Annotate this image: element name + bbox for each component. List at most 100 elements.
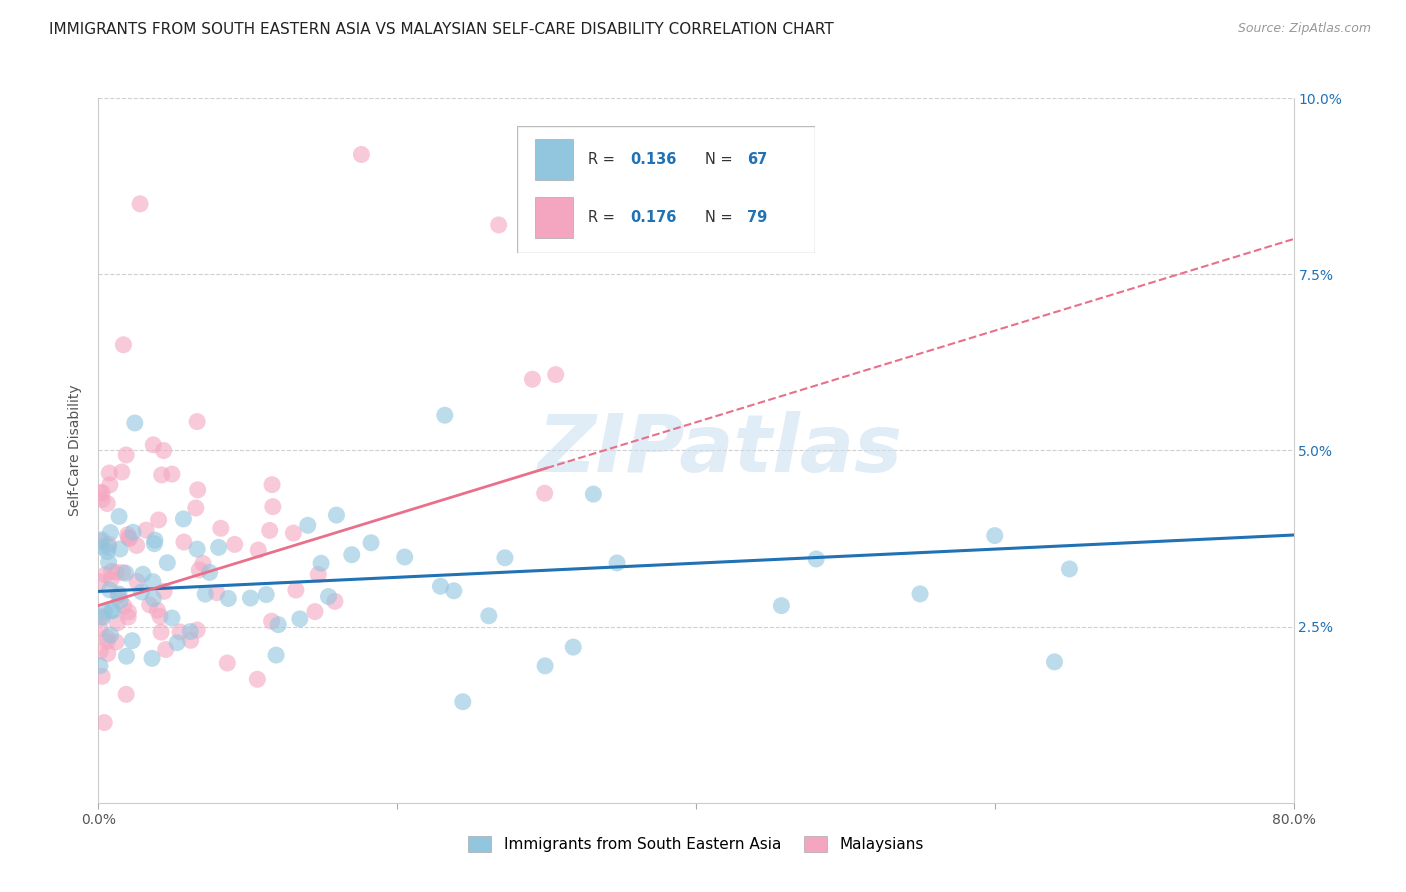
Point — [209, 521, 232, 535]
Point — [1043, 655, 1066, 669]
Point — [259, 524, 281, 538]
Point — [118, 532, 141, 546]
Point — [908, 587, 931, 601]
Point — [264, 648, 287, 662]
Point — [117, 605, 139, 619]
Point — [107, 588, 129, 602]
Point — [152, 443, 174, 458]
Point — [207, 541, 229, 555]
Point — [125, 574, 148, 589]
Point — [188, 563, 211, 577]
Point — [488, 218, 510, 232]
Point — [89, 644, 111, 658]
Point — [100, 628, 122, 642]
Point — [254, 588, 277, 602]
Point — [100, 572, 122, 586]
Point — [191, 557, 214, 571]
Point — [111, 566, 134, 580]
Point — [304, 605, 326, 619]
Point — [260, 477, 283, 491]
Point — [121, 633, 143, 648]
Point — [522, 372, 544, 386]
Point — [1059, 562, 1081, 576]
Point — [155, 642, 177, 657]
Point — [246, 673, 269, 687]
Point — [494, 550, 516, 565]
Point — [97, 647, 120, 661]
Point — [108, 587, 131, 601]
Point — [90, 609, 112, 624]
Point — [184, 500, 207, 515]
Point — [115, 687, 138, 701]
Point — [91, 540, 114, 554]
Point — [96, 544, 118, 558]
Point — [125, 539, 148, 553]
Point — [93, 715, 115, 730]
Point — [180, 633, 202, 648]
Point — [309, 556, 332, 570]
Point — [297, 518, 319, 533]
Point — [770, 599, 793, 613]
Text: ZIPatlas: ZIPatlas — [537, 411, 903, 490]
Point — [224, 537, 246, 551]
Point — [318, 590, 340, 604]
Point — [131, 585, 153, 599]
Point — [90, 533, 112, 547]
Point — [160, 467, 183, 481]
Point — [173, 535, 195, 549]
Point — [142, 591, 165, 606]
Point — [451, 695, 474, 709]
Point — [108, 541, 131, 556]
Point — [96, 631, 118, 645]
Point — [115, 649, 138, 664]
Point — [91, 492, 114, 507]
Point — [97, 537, 120, 551]
Point — [105, 615, 128, 630]
Point — [984, 528, 1007, 542]
Point — [100, 603, 122, 617]
Point — [142, 574, 165, 589]
Point — [111, 465, 134, 479]
Point — [142, 438, 165, 452]
Point — [96, 634, 118, 648]
Point — [100, 525, 122, 540]
Point — [340, 548, 363, 562]
Point — [325, 508, 347, 522]
Point — [150, 467, 173, 482]
Point — [267, 617, 290, 632]
Point — [98, 466, 121, 480]
Point — [138, 598, 160, 612]
Point — [129, 196, 152, 211]
Point — [100, 564, 122, 578]
Point — [150, 625, 173, 640]
Point — [360, 535, 382, 549]
Point — [217, 591, 239, 606]
Point — [179, 624, 201, 639]
Point — [148, 513, 170, 527]
Point — [89, 485, 111, 500]
Point — [394, 549, 416, 564]
Point — [101, 604, 124, 618]
Point — [108, 593, 131, 607]
Point — [89, 622, 111, 636]
Point — [283, 526, 305, 541]
Point — [186, 623, 208, 637]
Point — [122, 525, 145, 540]
Point — [89, 574, 111, 589]
Point — [143, 536, 166, 550]
Point — [262, 500, 284, 514]
Point — [169, 624, 191, 639]
Point — [288, 612, 311, 626]
Point — [112, 599, 135, 613]
Point — [433, 408, 456, 422]
Point — [582, 487, 605, 501]
Point — [96, 496, 118, 510]
Y-axis label: Self-Care Disability: Self-Care Disability — [69, 384, 83, 516]
Point — [114, 566, 136, 581]
Point — [143, 533, 166, 548]
Point — [533, 486, 555, 500]
Point — [247, 543, 270, 558]
Point — [91, 610, 114, 624]
Point — [94, 567, 117, 582]
Point — [443, 583, 465, 598]
